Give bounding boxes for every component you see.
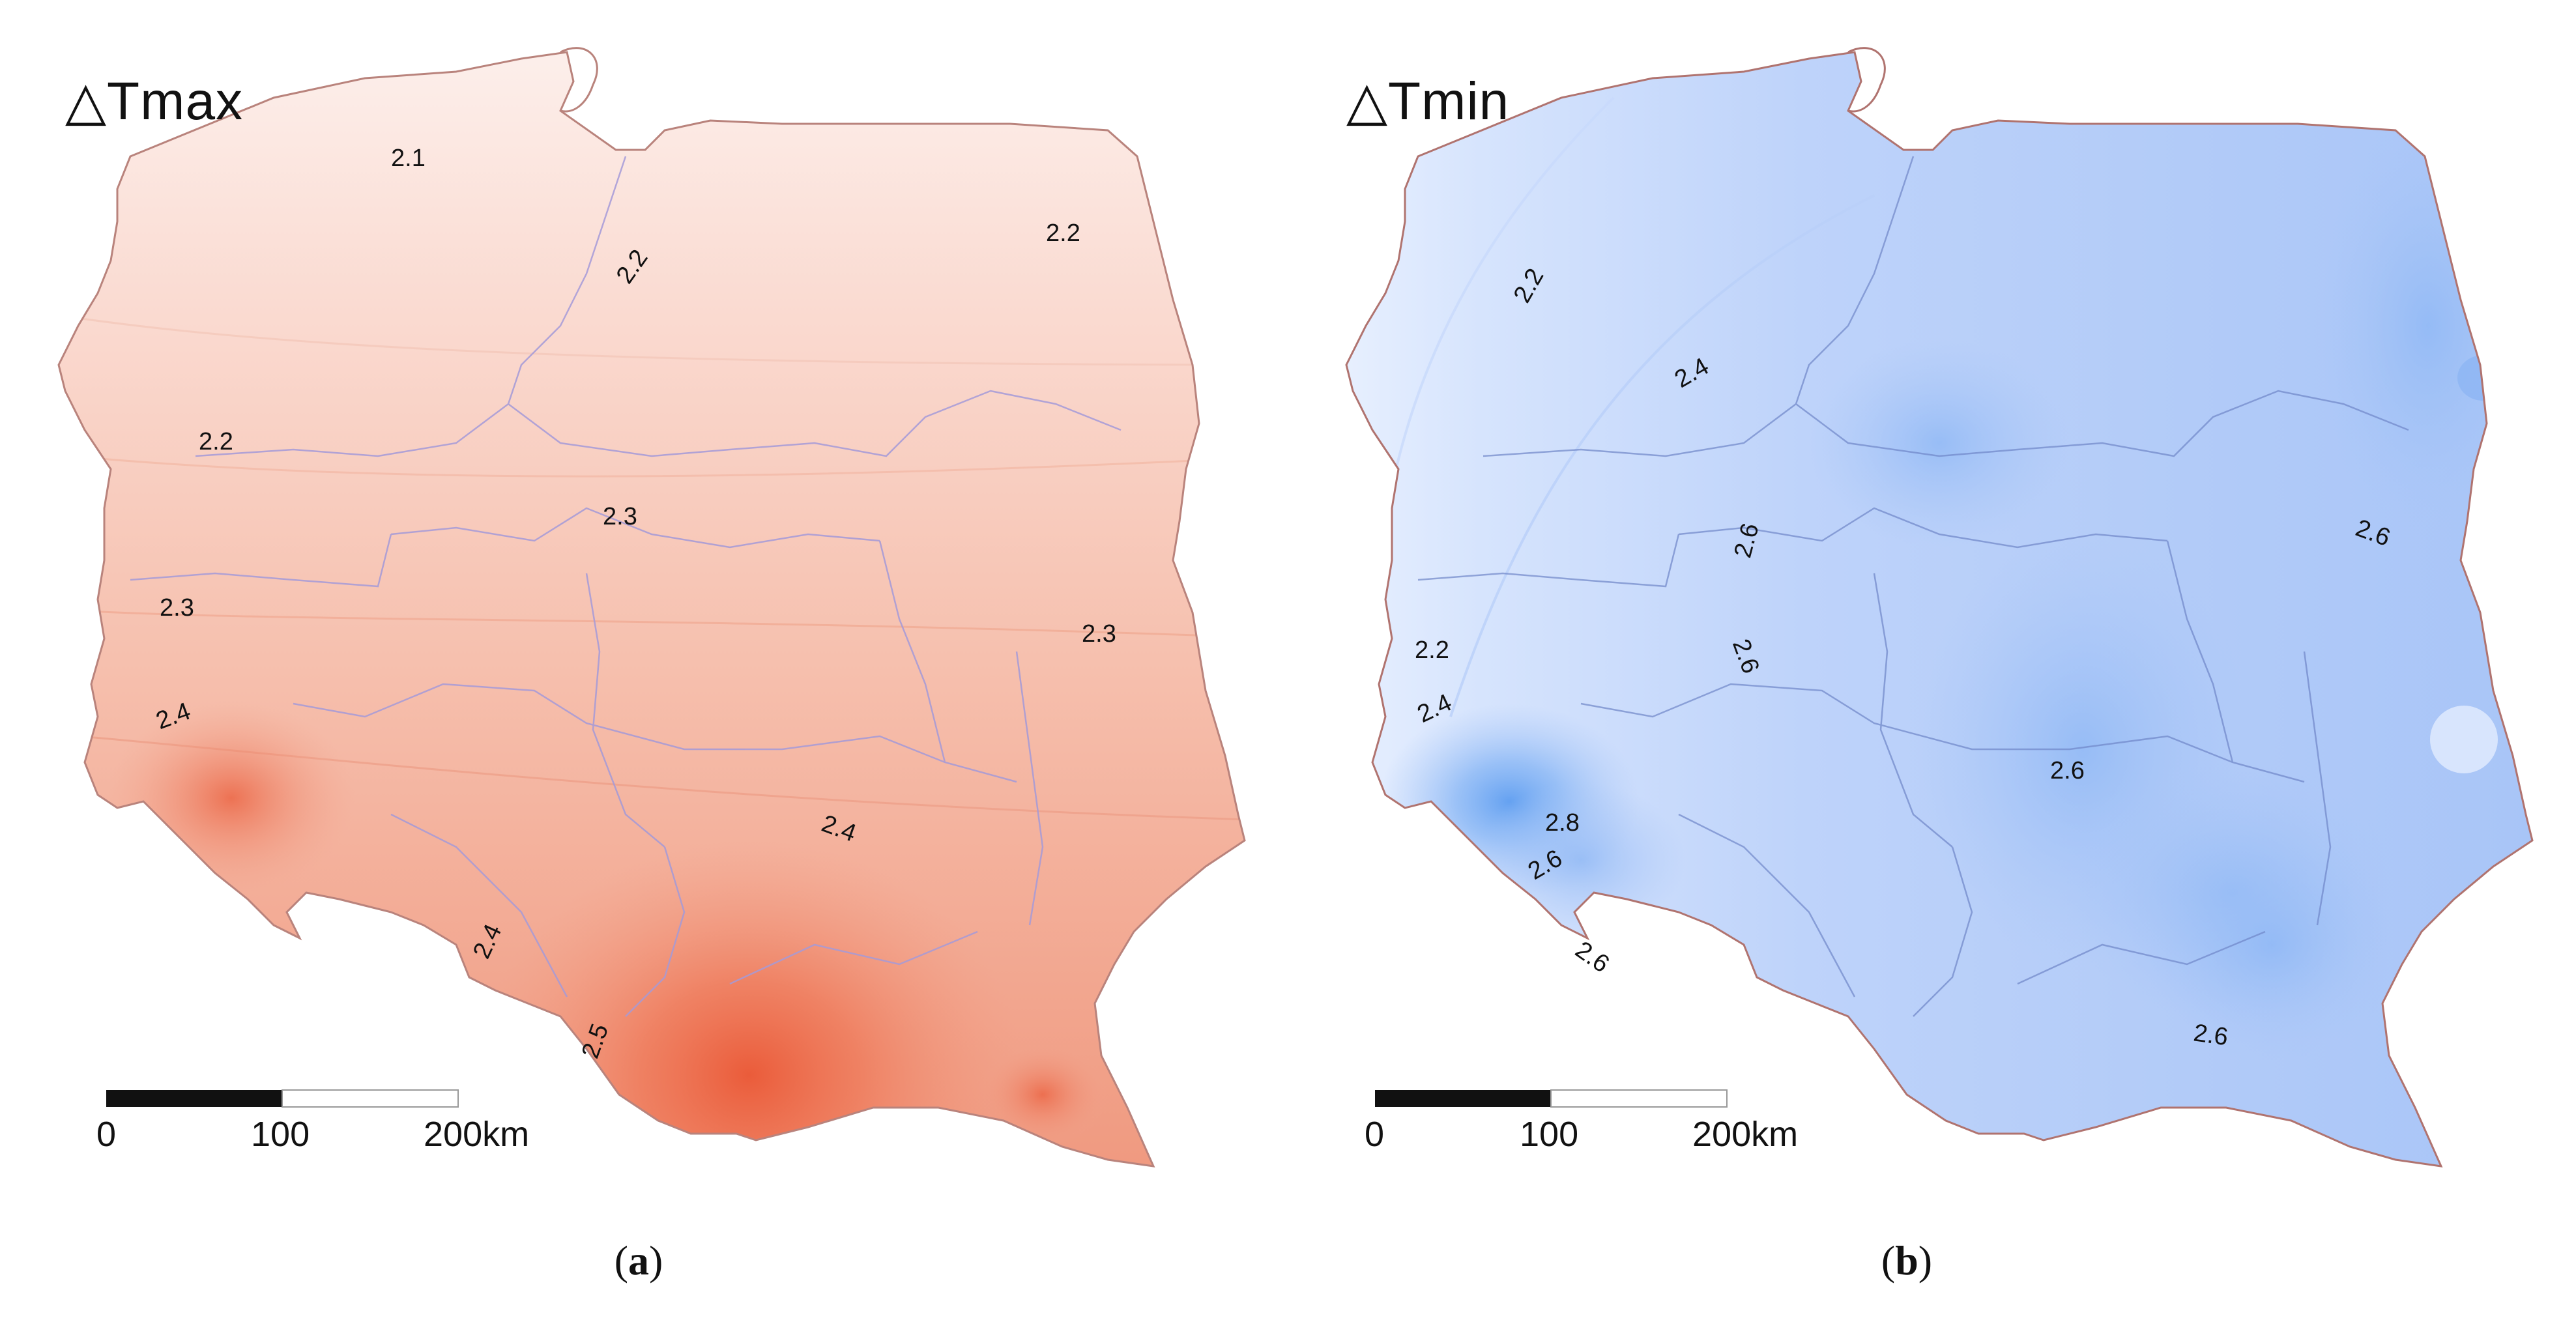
- contour-label: 2.2: [1046, 220, 1080, 247]
- scale-tick-200km: 200km: [424, 1115, 530, 1154]
- map-title-tmax: △Tmax: [65, 72, 244, 131]
- contour-label: 2.2: [199, 428, 233, 455]
- scale-tick-200km: 200km: [1692, 1115, 1799, 1154]
- contour-label: 2.3: [160, 594, 194, 622]
- scale-tick-0: 0: [96, 1115, 117, 1154]
- contour-label: 2.6: [2192, 1019, 2230, 1051]
- panel-caption-a: (a): [614, 1237, 663, 1284]
- scale-tick-0: 0: [1365, 1115, 1385, 1154]
- map-panel-tmax: 2.1 2.2 2.2 2.2 2.3 2.3 2.3 2.4 2.4 2.4 …: [57, 47, 1246, 1284]
- contour-label: 2.2: [1415, 637, 1449, 664]
- tmax-map: 2.1 2.2 2.2 2.2 2.3 2.3 2.3 2.4 2.4 2.4 …: [57, 47, 1246, 1168]
- contour-label: 2.3: [603, 503, 637, 530]
- tmin-cold-surface: [1346, 52, 2532, 1166]
- tmax-heat-surface: [59, 52, 1245, 1166]
- contour-label: 2.6: [1570, 936, 1614, 979]
- contour-label: 2.8: [1545, 809, 1580, 837]
- scale-bar: [1375, 1089, 1728, 1108]
- scale-tick-100: 100: [1520, 1115, 1579, 1154]
- contour-label: 2.3: [1082, 620, 1116, 648]
- tmin-map: 2.2 2.4 2.6 2.6 2.6 2.2 2.4 2.8 2.6 2.6 …: [1345, 47, 2534, 1168]
- map-title-tmin: △Tmin: [1346, 72, 1510, 131]
- admin-boundaries: [130, 156, 1122, 1017]
- scale-bar: [106, 1089, 459, 1108]
- admin-boundaries: [1417, 156, 2409, 1017]
- panel-caption-b: (b): [1881, 1237, 1933, 1284]
- scale-tick-100: 100: [251, 1115, 310, 1154]
- contour-label: 2.1: [391, 145, 426, 172]
- contour-label: 2.6: [2050, 757, 2085, 784]
- map-panel-tmin: 2.2 2.4 2.6 2.6 2.6 2.2 2.4 2.8 2.6 2.6 …: [1288, 0, 2575, 1320]
